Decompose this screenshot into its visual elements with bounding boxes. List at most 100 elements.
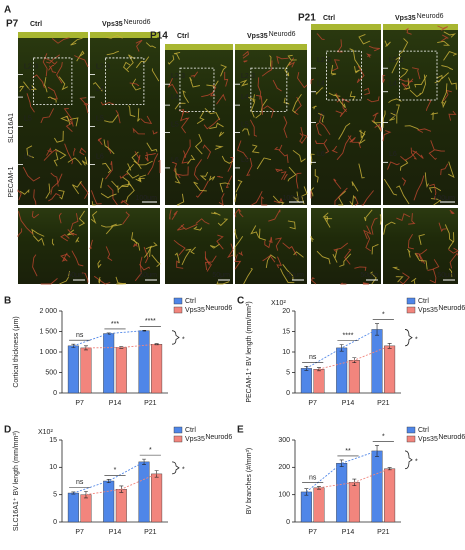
scale-bar-label: 100μm [282,195,304,202]
vessel [398,38,409,55]
vessel [31,210,40,219]
panel-label: E [237,425,244,436]
vessel [414,252,428,270]
vessel [332,248,338,263]
vessel [283,116,288,139]
vessel [105,161,113,180]
vessel [363,87,371,96]
vessel [40,108,55,124]
vessel [279,268,295,284]
bar [313,487,325,523]
vessel [314,169,319,183]
vessel [181,150,189,164]
vessel [174,102,186,110]
vessel [436,72,449,80]
vessel [131,232,141,251]
vessel [147,153,159,176]
vessel [370,217,378,235]
vessel [367,96,380,103]
significance-label: ns [76,479,84,486]
bar [115,489,127,523]
vessel [319,113,331,135]
legend-superscript: Neurod6 [438,434,465,441]
vessel [19,188,30,195]
vessel [70,213,79,231]
vessel [107,184,118,206]
vessel [399,67,409,79]
vessel [46,147,53,156]
vessel [121,176,130,187]
vessel [416,128,432,133]
vessel [358,129,366,139]
mutant-superscript: Neurod6 [124,19,151,26]
legend-label: Vps35 [418,307,438,314]
panel-label: B [4,296,11,307]
vessel [341,98,350,113]
vessel [358,33,371,45]
vessel [219,182,230,193]
vessel [146,142,158,152]
vessel [89,239,93,250]
vessel [382,130,392,142]
vessel [261,60,273,77]
vessel [361,190,374,206]
vessel [60,234,70,242]
vessel [67,229,77,236]
panel-label: A [4,5,11,16]
vessel [250,119,258,137]
vessel [195,218,210,225]
mutant-label: Vps35 [247,33,268,40]
bar [336,347,348,394]
ctrl-label: Ctrl [30,21,42,28]
vessel [284,61,291,77]
bar [67,492,79,523]
vessel [32,74,45,88]
vessel [296,172,302,189]
vessel [333,242,349,253]
vessel [227,243,234,259]
vessel [379,214,382,225]
vessel [238,208,244,218]
vessel [448,247,459,254]
vessel [275,237,283,251]
vessel [169,209,172,220]
vessel [50,172,59,187]
vessel [120,199,129,206]
vessel [370,271,377,285]
vessel [19,85,25,92]
vessel [45,183,51,199]
vessel [44,57,58,65]
vessel [143,246,149,264]
vessel [48,193,61,202]
vessel [371,243,379,255]
bar [138,330,150,394]
micrograph [383,24,458,205]
vessel [193,226,203,231]
bar [371,450,383,523]
vessel [400,150,417,161]
vessel [48,65,57,74]
vessel [399,272,410,285]
vessel [129,82,140,86]
bar [103,480,115,523]
layer-label: L5 [389,111,397,118]
vessel [17,228,23,237]
layer-label: L2-3 [317,57,331,64]
vessel [449,252,459,269]
vessel [123,61,131,73]
vessel [131,151,142,170]
trend-line [318,468,390,489]
vessel [396,185,410,205]
significance-label: **** [343,332,354,339]
vessel [242,50,250,59]
trend-line [73,461,145,494]
vessel [216,281,230,285]
scale-bar-label: 50μm [139,272,157,279]
vessel [63,108,74,127]
vessel [261,196,268,206]
vessel [211,211,221,216]
vessel [61,252,68,262]
y-tick-label: 20 [282,308,290,315]
scale-bar-label: 50μm [212,272,230,279]
vessel [47,96,57,103]
